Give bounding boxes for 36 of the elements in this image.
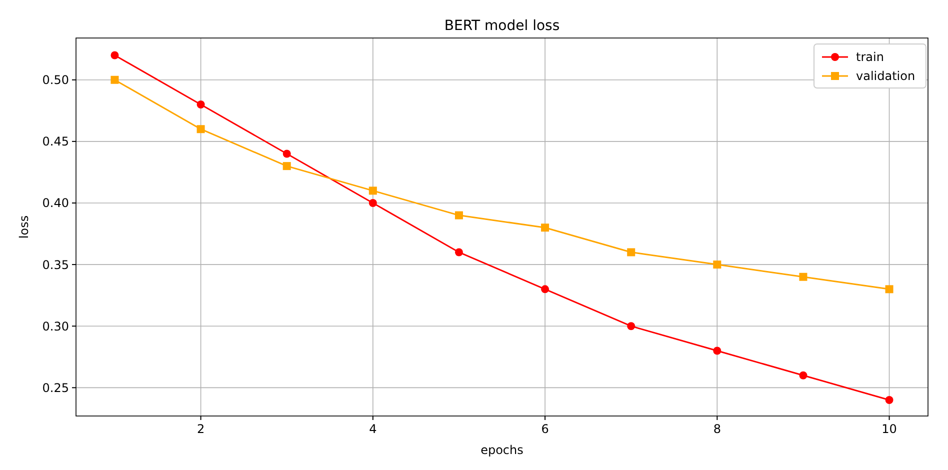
point — [627, 322, 636, 330]
chart-title: BERT model loss — [444, 18, 560, 34]
point — [368, 186, 377, 195]
y-tick-label: 0.35 — [42, 258, 69, 272]
y-tick-label: 0.50 — [42, 73, 69, 88]
y-tick-label: 0.30 — [42, 319, 69, 334]
x-axis-title: epochs — [480, 443, 524, 457]
legend-label: train — [856, 50, 884, 64]
point — [799, 371, 808, 380]
point — [196, 100, 205, 108]
point — [885, 396, 894, 404]
point — [454, 211, 463, 220]
y-axis-title: loss — [17, 215, 31, 239]
x-tick-label: 2 — [196, 422, 205, 436]
y-tick-label: 0.45 — [42, 134, 69, 149]
y-tick-label: 0.40 — [42, 196, 69, 210]
point — [454, 248, 463, 256]
x-tick-label: 8 — [713, 422, 721, 436]
legend-label: validation — [856, 69, 916, 84]
point — [541, 285, 550, 294]
x-tick-label: 4 — [369, 422, 377, 436]
point — [713, 346, 722, 355]
x-tick-label: 6 — [541, 422, 549, 436]
point — [627, 248, 636, 256]
point — [110, 51, 119, 60]
point — [282, 162, 291, 170]
point — [885, 285, 894, 294]
x-tick-label: 10 — [882, 422, 897, 436]
point — [110, 76, 119, 84]
point — [713, 260, 722, 269]
point — [282, 150, 291, 158]
point — [368, 198, 377, 207]
point — [196, 125, 205, 134]
point — [541, 224, 550, 232]
point — [799, 272, 808, 281]
y-tick-label: 0.25 — [42, 380, 69, 395]
